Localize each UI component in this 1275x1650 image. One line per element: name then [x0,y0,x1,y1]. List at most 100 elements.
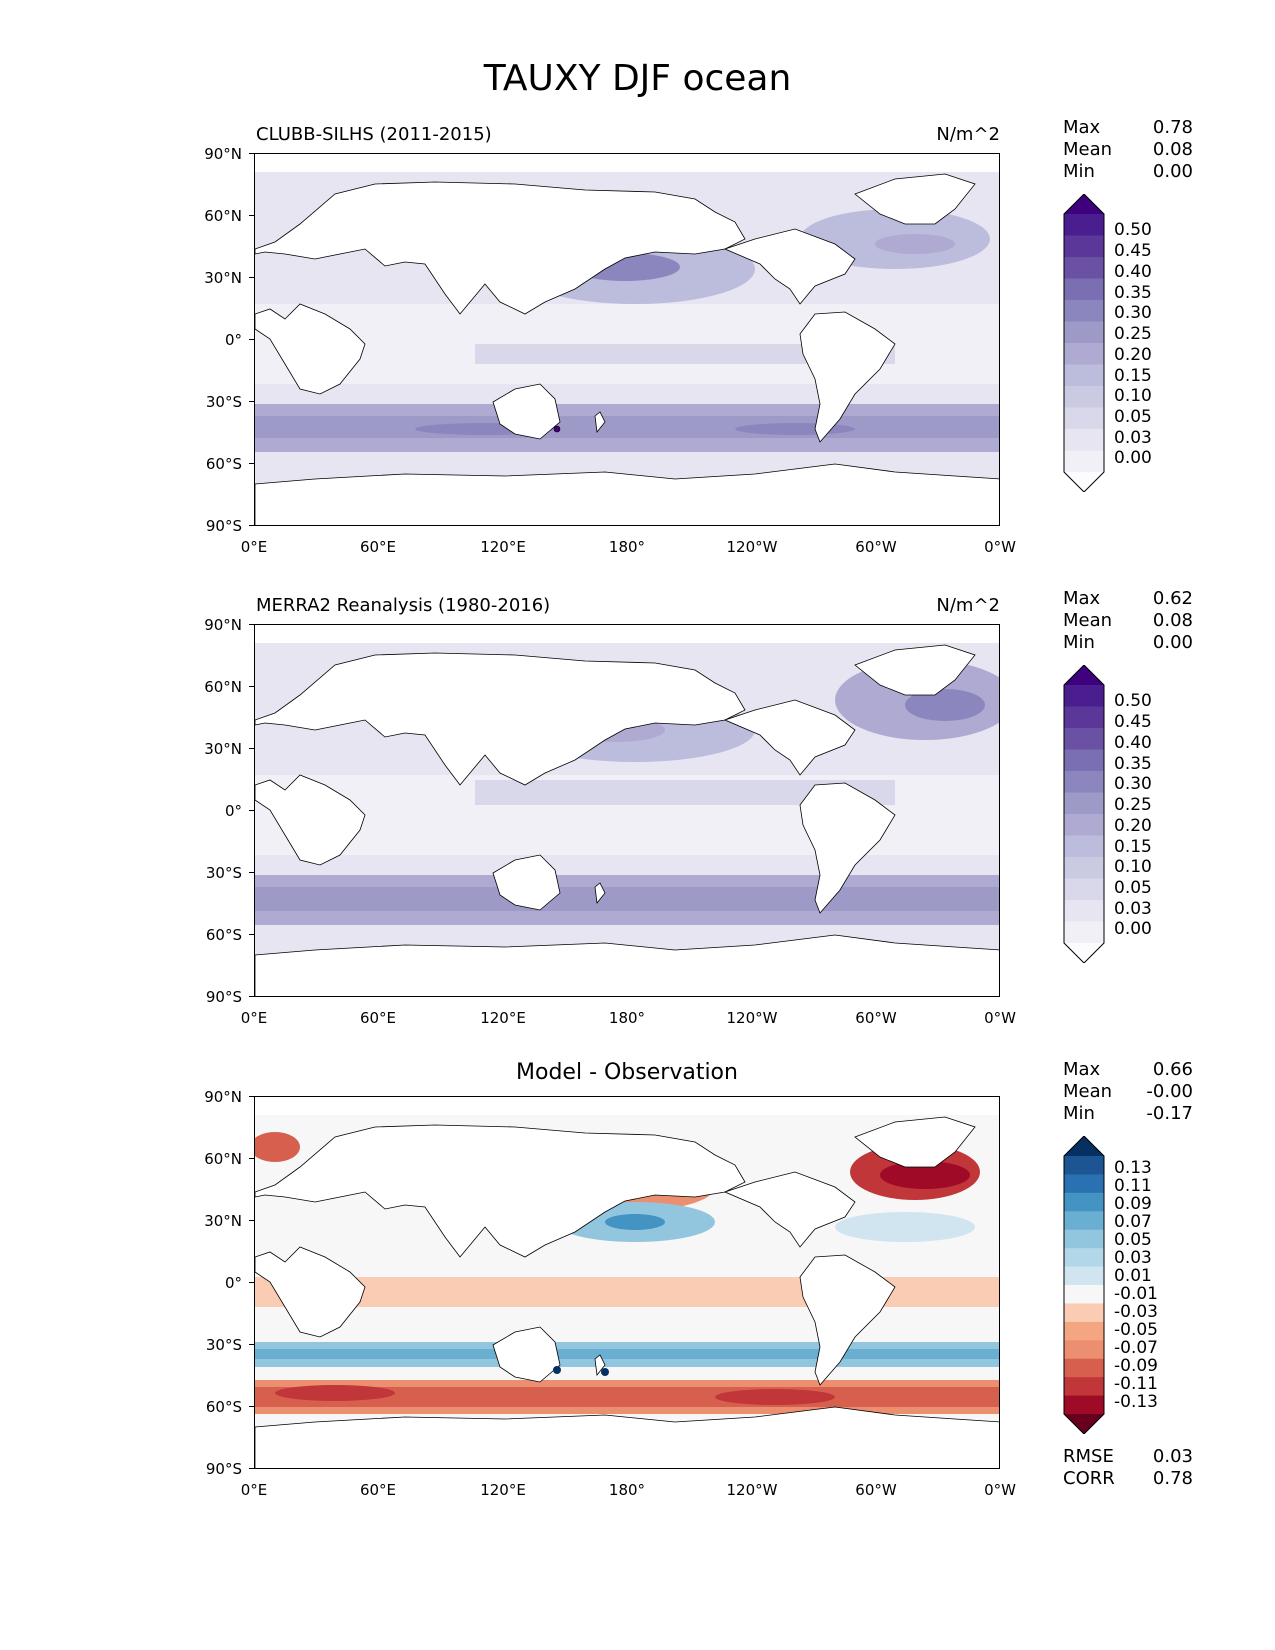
lat-label: 30°S [205,1336,242,1354]
colorbar-label: 0.35 [1114,754,1152,774]
colorbar-extend-top [1064,1136,1104,1156]
colorbar-extend-top [1064,194,1104,214]
lon-label: 0°E [240,538,268,556]
lat-label: 90°N [204,1088,242,1106]
colorbar-segment [1064,1248,1104,1268]
colorbar-segment [1064,1229,1104,1249]
colorbar-segment [1064,878,1104,901]
colorbar-extend-bottom [1064,1414,1104,1434]
land-model [255,173,999,525]
colorbar-label: 0.00 [1114,448,1152,468]
lon-label: 120°W [726,1009,778,1027]
figure-title: TAUXY DJF ocean [483,58,792,99]
colorbar-label: 0.05 [1114,407,1152,427]
metric-key: RMSE [1063,1446,1114,1467]
lat-label: 0° [224,331,242,349]
colorbar-segment [1064,214,1104,236]
stat-value: 0.66 [1152,1059,1193,1080]
lat-label: 60°N [204,207,242,225]
lon-label: 180° [608,1481,646,1499]
lat-label: 90°S [205,1460,242,1478]
colorbar-label: 0.50 [1114,220,1152,240]
map-model-svg [255,154,999,525]
colorbar-label: 0.05 [1114,1230,1152,1250]
colorbar-label: 0.30 [1114,774,1152,794]
lon-label: 60°E [359,1009,397,1027]
panel-diff-stats: Max 0.66 Mean -0.00 Min -0.17 [1063,1059,1193,1125]
map-obs-svg [255,625,999,996]
colorbar-segment [1064,278,1104,301]
lon-label: 0°W [984,538,1016,556]
lat-label: 60°S [205,455,242,473]
lat-label: 30°N [204,740,242,758]
lon-label: 120°E [480,1009,526,1027]
colorbar-label: -0.11 [1114,1374,1158,1394]
colorbar-segment [1064,749,1104,772]
colorbar-segment [1064,1303,1104,1323]
colorbar-label: -0.13 [1114,1392,1158,1412]
colorbar-segment [1064,1192,1104,1212]
colorbar-label: 0.30 [1114,303,1152,323]
lat-label: 0° [224,1274,242,1292]
stat-key: Min [1063,1103,1095,1124]
colorbar-label: 0.15 [1114,366,1152,386]
colorbar-label: 0.10 [1114,857,1152,877]
colorbar-segment [1064,429,1104,451]
lon-label: 120°E [480,538,526,556]
colorbar-segment [1064,1321,1104,1341]
lat-label: 30°S [205,393,242,411]
colorbar-label: 0.10 [1114,386,1152,406]
colorbar-segment [1064,235,1104,258]
stat-value: -0.00 [1146,1081,1193,1102]
lat-label: 60°N [204,1150,242,1168]
colorbar-label: 0.09 [1114,1194,1152,1214]
panel-model-stats: Max 0.78 Mean 0.08 Min 0.00 [1063,117,1193,183]
colorbar-label: 0.03 [1114,1248,1152,1268]
colorbar-label: 0.25 [1114,795,1152,815]
colorbar-label: 0.03 [1114,428,1152,448]
colorbar-segment [1064,1395,1104,1415]
lat-label: 90°N [204,145,242,163]
diff-hotspot [601,1368,609,1376]
colorbar-segment [1064,771,1104,793]
colorbar-segment [1064,921,1104,944]
colorbar-segment [1064,1174,1104,1194]
colorbar-label: 0.13 [1114,1158,1152,1178]
map-diff-svg [255,1097,999,1468]
colorbar-segment [1064,1266,1104,1286]
lon-label: 0°E [240,1481,268,1499]
map-diff [254,1096,1000,1469]
panel-diff-title: Model - Observation [516,1060,738,1085]
panel-obs-title: MERRA2 Reanalysis (1980-2016) [256,595,551,616]
lon-label: 0°W [984,1481,1016,1499]
map-obs [254,624,1000,997]
stat-key: Max [1063,117,1101,138]
colorbar-segment [1064,321,1104,344]
diff-hotspot [553,1366,561,1374]
lat-label: 30°N [204,269,242,287]
colorbar-label: -0.09 [1114,1356,1158,1376]
metric-key: CORR [1063,1468,1115,1489]
panel-model-units: N/m^2 [936,124,1000,145]
panel-model-title: CLUBB-SILHS (2011-2015) [256,124,492,145]
colorbar-extend-bottom [1064,943,1104,963]
lon-label: 0°W [984,1009,1016,1027]
lon-label: 60°E [359,1481,397,1499]
stat-key: Mean [1063,1081,1113,1102]
colorbar-segment [1064,1285,1104,1304]
stat-key: Min [1063,161,1095,182]
colorbar-label: 0.03 [1114,899,1152,919]
stat-value: 0.00 [1152,161,1193,182]
lon-label: 120°W [726,1481,778,1499]
colorbar-label: 0.20 [1114,345,1152,365]
colorbar-segment [1064,300,1104,322]
colorbar-label: 0.40 [1114,262,1152,282]
lon-label: 180° [608,1009,646,1027]
colorbar-label: 0.05 [1114,878,1152,898]
colorbar-segment [1064,900,1104,922]
stat-value: 0.08 [1152,610,1193,631]
stat-value: 0.78 [1152,117,1193,138]
lon-label: 180° [608,538,646,556]
lat-label: 60°S [205,926,242,944]
map-model [254,153,1000,526]
